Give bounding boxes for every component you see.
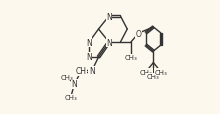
Text: CH₃: CH₃ [64,94,77,100]
Text: N: N [86,53,92,62]
Text: N: N [106,38,112,47]
Text: CH₃: CH₃ [125,54,137,60]
Text: N: N [106,12,112,21]
Text: CH₃: CH₃ [147,74,160,80]
Text: N: N [89,67,95,76]
Text: CH: CH [76,67,87,76]
Text: CH₃: CH₃ [139,69,152,75]
Text: CH₃: CH₃ [61,74,73,80]
Text: CH₃: CH₃ [154,69,167,75]
Text: N: N [72,80,77,89]
Text: N: N [86,38,92,47]
Text: O: O [136,29,142,38]
